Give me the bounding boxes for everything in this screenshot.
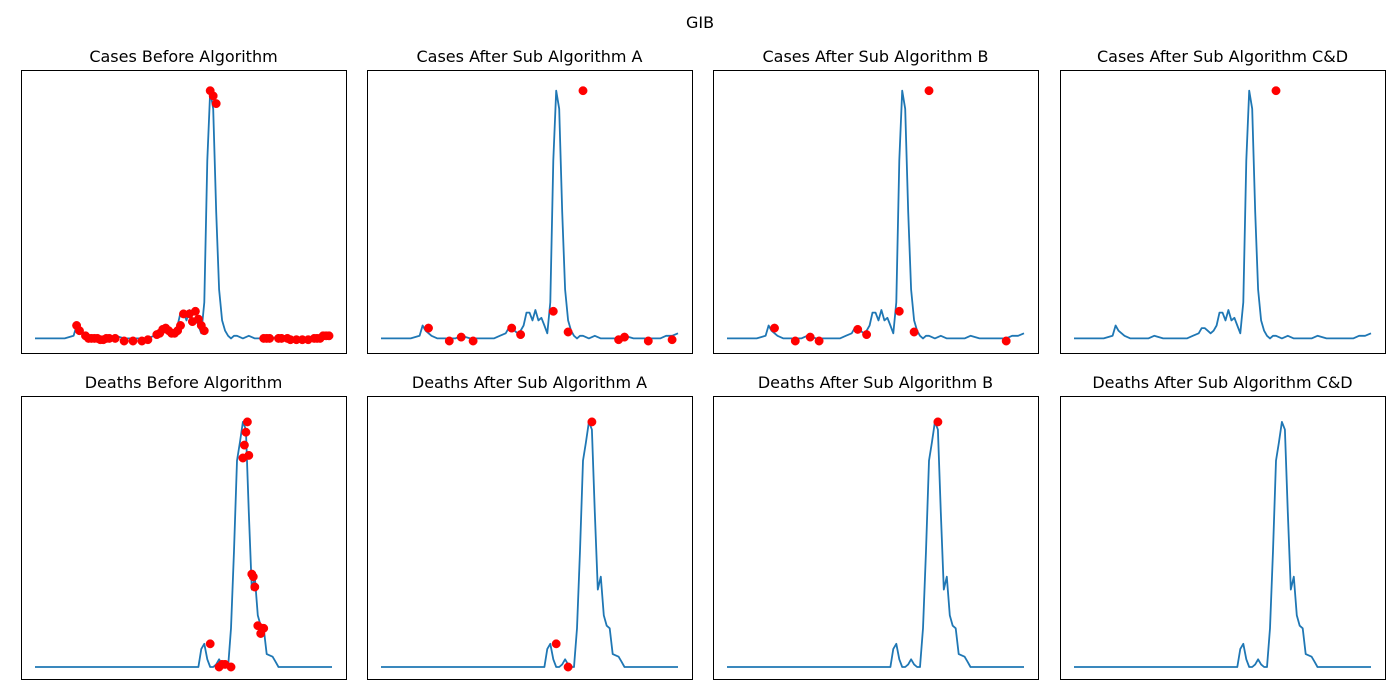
data-point-marker: [516, 330, 526, 340]
data-point-marker: [424, 323, 433, 333]
data-point-marker: [909, 327, 919, 337]
data-point-marker: [551, 639, 561, 649]
subplot-4: Cases After Sub Algorithm C&D: [1060, 47, 1386, 354]
subplot-title: Deaths After Sub Algorithm C&D: [1092, 373, 1352, 392]
data-point-marker: [933, 417, 943, 427]
data-point-marker: [468, 336, 478, 346]
data-point-marker: [259, 623, 269, 633]
data-point-marker: [128, 336, 138, 346]
data-point-marker: [211, 99, 221, 109]
data-point-marker: [563, 327, 573, 337]
data-point-marker: [226, 662, 236, 672]
subplot-title: Deaths Before Algorithm: [85, 373, 283, 392]
subplot-5: Deaths Before Algorithm: [21, 373, 347, 680]
series-line: [1074, 421, 1371, 668]
data-point-marker: [110, 333, 120, 343]
data-point-marker: [578, 86, 588, 96]
series-line: [727, 89, 1025, 340]
axes-frame: [713, 70, 1039, 354]
data-point-marker: [119, 336, 129, 346]
axes-frame: [367, 396, 693, 680]
data-point-marker: [587, 417, 597, 427]
data-point-marker: [894, 306, 904, 316]
data-point-marker: [75, 326, 84, 336]
axes-frame: [21, 70, 347, 354]
data-point-marker: [190, 306, 200, 316]
data-point-marker: [248, 572, 258, 582]
subplot-title: Cases After Sub Algorithm B: [762, 47, 988, 66]
series-line: [35, 421, 332, 668]
data-point-marker: [239, 440, 249, 450]
data-point-marker: [208, 91, 218, 101]
subplot-8: Deaths After Sub Algorithm C&D: [1060, 373, 1386, 680]
subplot-title: Deaths After Sub Algorithm B: [758, 373, 993, 392]
data-point-marker: [241, 427, 251, 437]
subplot-6: Deaths After Sub Algorithm A: [367, 373, 693, 680]
series-line: [381, 421, 678, 668]
data-point-marker: [456, 332, 466, 342]
data-point-marker: [770, 323, 779, 333]
subplot-7: Deaths After Sub Algorithm B: [713, 373, 1039, 680]
data-point-marker: [242, 417, 252, 427]
data-point-marker: [507, 323, 517, 333]
data-point-marker: [250, 582, 260, 592]
subplot-grid: Cases Before Algorithm Cases After Sub Al…: [21, 47, 1386, 680]
data-point-marker: [805, 332, 815, 342]
data-point-marker: [862, 330, 872, 340]
series-line: [381, 89, 679, 340]
data-point-marker: [244, 450, 254, 460]
data-point-marker: [1001, 336, 1011, 346]
subplot-3: Cases After Sub Algorithm B: [713, 47, 1039, 354]
data-point-marker: [324, 331, 334, 341]
subplot-title: Cases After Sub Algorithm A: [416, 47, 642, 66]
subplot-title: Cases After Sub Algorithm C&D: [1097, 47, 1348, 66]
axes-frame: [713, 396, 1039, 680]
data-point-marker: [176, 321, 185, 330]
subplot-title: Deaths After Sub Algorithm A: [412, 373, 647, 392]
subplot-1: Cases Before Algorithm: [21, 47, 347, 354]
data-point-marker: [853, 324, 863, 334]
data-point-marker: [563, 662, 573, 672]
data-point-marker: [814, 336, 824, 346]
axes-frame: [1060, 70, 1386, 354]
data-point-marker: [548, 306, 558, 316]
data-point-marker: [1271, 86, 1281, 96]
data-point-marker: [643, 336, 653, 346]
data-point-marker: [205, 639, 215, 649]
data-point-marker: [444, 336, 454, 346]
data-point-marker: [667, 335, 677, 345]
subplot-2: Cases After Sub Algorithm A: [367, 47, 693, 354]
series-line: [727, 421, 1024, 668]
figure-suptitle: GIB: [686, 13, 714, 32]
data-point-marker: [620, 332, 629, 342]
data-point-marker: [143, 335, 153, 345]
axes-frame: [1060, 396, 1386, 680]
series-line: [1074, 89, 1372, 340]
data-point-marker: [924, 86, 934, 96]
data-point-marker: [199, 326, 209, 336]
data-point-marker: [790, 336, 800, 346]
subplot-title: Cases Before Algorithm: [89, 47, 277, 66]
data-point-marker: [265, 333, 275, 343]
axes-frame: [367, 70, 693, 354]
axes-frame: [21, 396, 347, 680]
